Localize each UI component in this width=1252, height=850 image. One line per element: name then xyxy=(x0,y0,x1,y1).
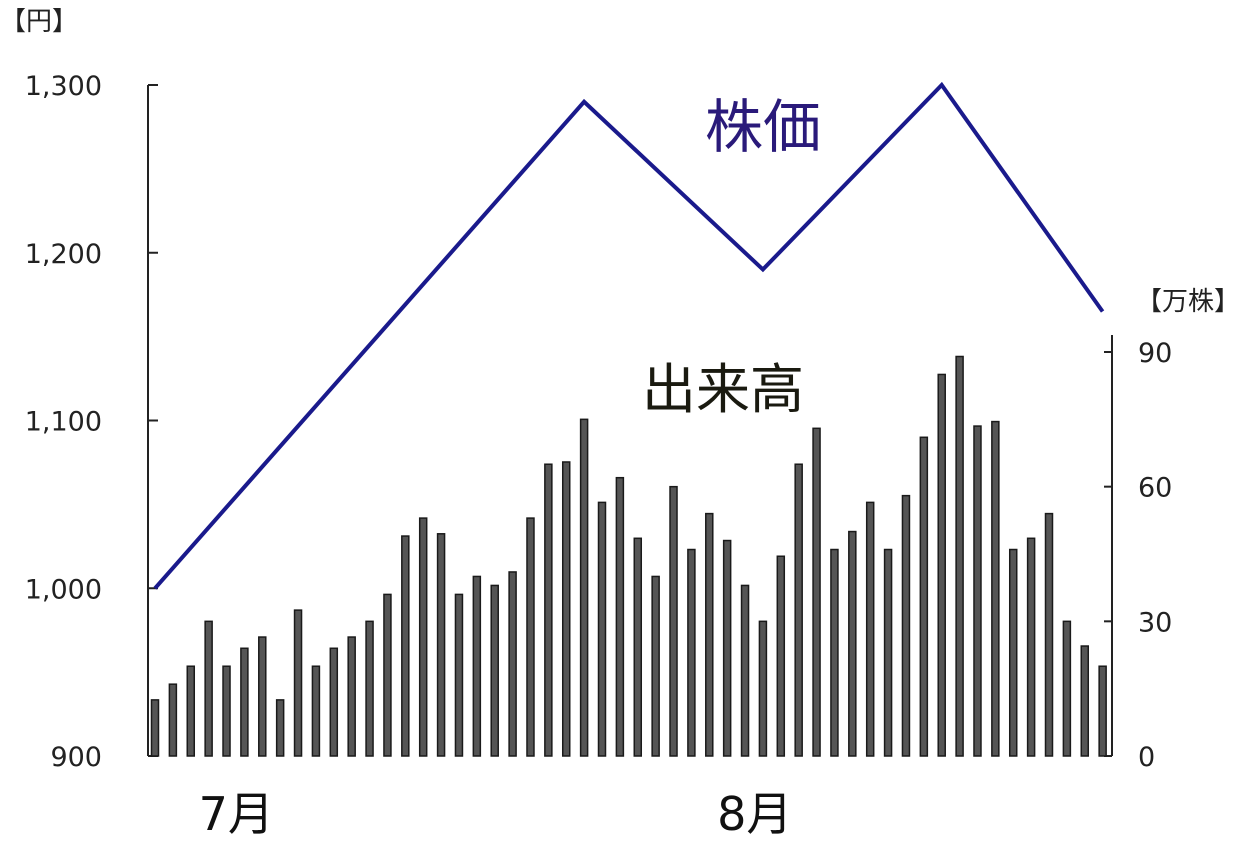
volume-bar xyxy=(865,501,875,757)
left-tick-label: 1,300 xyxy=(25,71,102,102)
volume-bar xyxy=(830,548,839,757)
volume-bar xyxy=(258,636,267,757)
volume-bar xyxy=(508,571,517,757)
right-tick-label: 90 xyxy=(1138,338,1172,369)
volume-bar xyxy=(204,620,213,757)
volume-bar xyxy=(705,512,714,757)
left-tick-label: 1,000 xyxy=(25,574,102,605)
volume-bar xyxy=(883,548,893,757)
volume-bar xyxy=(311,665,321,757)
volume-bar xyxy=(615,476,625,757)
price-line xyxy=(153,81,1105,590)
volume-bar xyxy=(669,485,678,757)
volume-bar xyxy=(168,683,178,757)
right-unit-label: 【万株】 xyxy=(1136,287,1240,317)
volume-bar xyxy=(919,436,929,757)
volume-bar xyxy=(275,699,285,757)
volume-bar xyxy=(973,425,982,757)
volume-bar xyxy=(293,609,303,757)
volume-bar xyxy=(401,535,410,757)
volume-bar xyxy=(1080,645,1090,757)
volume-bar xyxy=(848,530,857,757)
x-axis-label: 7月 xyxy=(199,787,274,841)
volume-bar xyxy=(329,647,339,757)
volume-bar xyxy=(347,636,356,757)
volume-bar xyxy=(1098,665,1107,757)
volume-bar xyxy=(901,494,911,757)
volume-series-label: 出来高 xyxy=(642,358,804,421)
volume-bar xyxy=(150,699,160,757)
price-series-label: 株価 xyxy=(705,93,821,161)
volume-bar xyxy=(937,373,946,757)
volume-bar xyxy=(633,537,643,757)
volume-bar xyxy=(651,575,660,757)
right-tick-label: 0 xyxy=(1138,742,1155,773)
volume-bar xyxy=(1008,548,1018,757)
volume-bar xyxy=(186,665,196,757)
volume-bar xyxy=(597,501,607,757)
left-tick-label: 900 xyxy=(50,742,102,773)
volume-bar xyxy=(794,463,803,757)
volume-bar xyxy=(418,517,428,757)
volume-bar xyxy=(240,647,249,757)
volume-bar xyxy=(812,427,821,757)
volume-bar xyxy=(740,584,750,757)
volume-bar xyxy=(579,418,589,757)
volume-bar xyxy=(436,533,446,757)
x-axis-label: 8月 xyxy=(717,787,792,841)
left-unit-label: 【円】 xyxy=(0,7,78,37)
volume-bar xyxy=(687,548,696,757)
right-tick-label: 30 xyxy=(1138,607,1172,638)
volume-bar xyxy=(383,593,392,757)
right-tick-label: 60 xyxy=(1138,473,1172,504)
volume-bar xyxy=(454,593,464,757)
volume-bar xyxy=(222,665,231,757)
volume-bar xyxy=(1026,537,1036,757)
left-tick-label: 1,100 xyxy=(25,407,102,438)
volume-bar xyxy=(758,620,768,757)
volume-bar xyxy=(776,555,786,757)
volume-bar xyxy=(490,584,499,757)
volume-bar xyxy=(561,461,571,757)
volume-bar xyxy=(365,620,374,757)
volume-bar xyxy=(955,355,964,757)
volume-bar xyxy=(472,575,482,757)
volume-bar xyxy=(722,539,732,757)
volume-bar xyxy=(991,420,1000,757)
volume-bar xyxy=(544,463,553,757)
left-tick-label: 1,200 xyxy=(25,239,102,270)
volume-bar xyxy=(1044,512,1054,757)
volume-bar xyxy=(526,517,535,757)
volume-bar xyxy=(1062,620,1072,757)
